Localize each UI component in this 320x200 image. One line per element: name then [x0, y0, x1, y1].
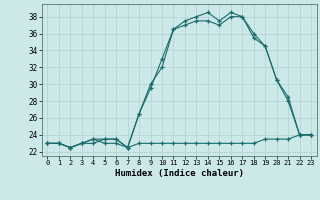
X-axis label: Humidex (Indice chaleur): Humidex (Indice chaleur)	[115, 169, 244, 178]
